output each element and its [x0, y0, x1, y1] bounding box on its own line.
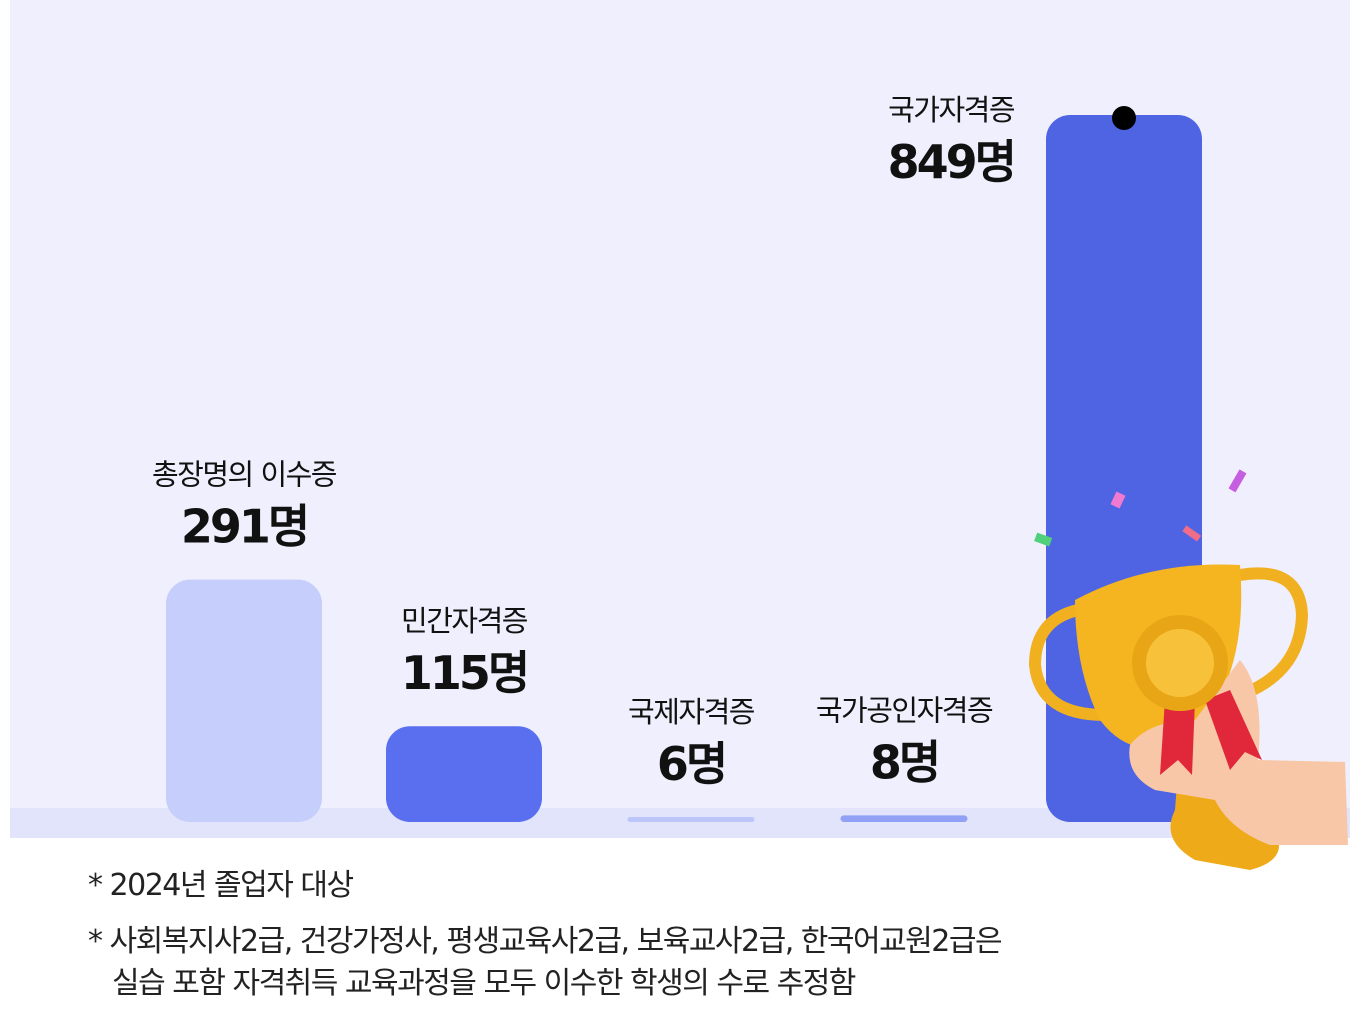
footnote: * 2024년 졸업자 대상	[88, 868, 354, 903]
category-label: 총장명의 이수증	[152, 458, 337, 492]
category-label: 국가공인자격증	[816, 693, 993, 727]
value-label: 849명	[888, 135, 1014, 189]
footnote: * 사회복지사2급, 건강가정사, 평생교육사2급, 보육교사2급, 한국어교원…	[88, 924, 1003, 959]
bar	[840, 815, 968, 822]
marker-dot	[1112, 106, 1136, 130]
value-label: 8명	[870, 735, 938, 789]
bar	[627, 817, 755, 822]
bar	[386, 726, 542, 822]
value-label: 6명	[657, 737, 725, 791]
trophy-illustration	[1028, 469, 1348, 870]
value-label: 291명	[181, 500, 307, 554]
category-label: 국가자격증	[888, 93, 1015, 127]
bar	[166, 579, 322, 822]
category-label: 국제자격증	[628, 695, 755, 729]
category-label: 민간자격증	[401, 604, 528, 638]
value-label: 115명	[401, 646, 527, 700]
footnote: 실습 포함 자격취득 교육과정을 모두 이수한 학생의 수로 추정함	[112, 966, 856, 1001]
